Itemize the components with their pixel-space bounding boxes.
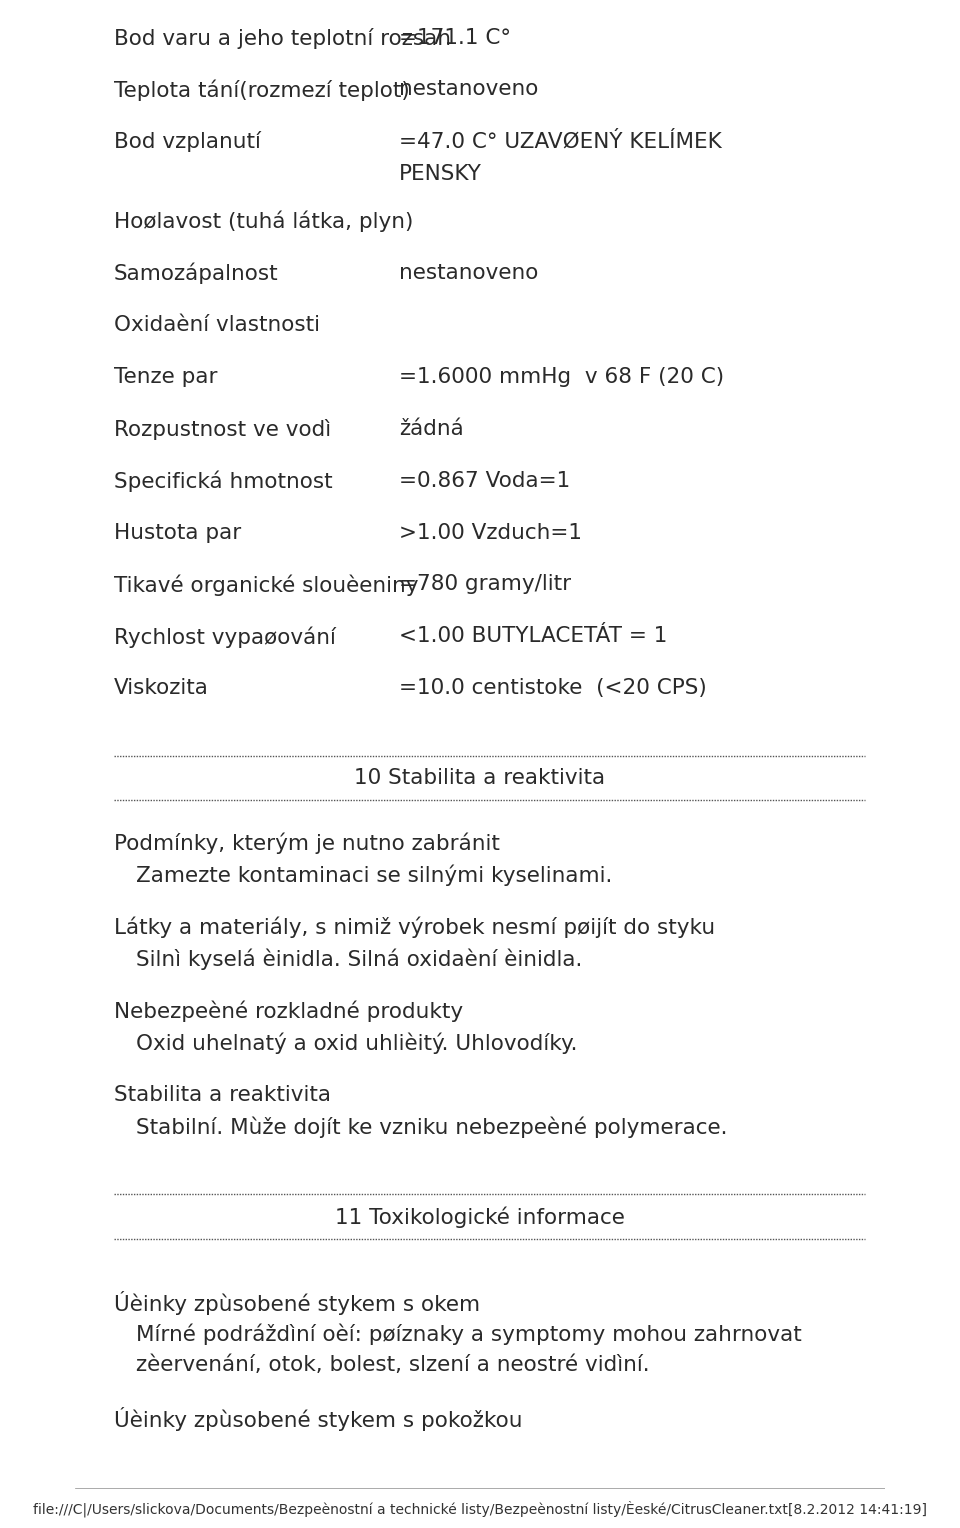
Text: Rychlost vypaøování: Rychlost vypaøování <box>114 626 336 648</box>
Text: zèervenání, otok, bolest, slzení a neostré vidìní.: zèervenání, otok, bolest, slzení a neost… <box>135 1355 649 1375</box>
Text: Bod vzplanutí: Bod vzplanutí <box>114 131 261 153</box>
Text: file:///C|/Users/slickova/Documents/Bezpeènostní a technické listy/Bezpeènostní : file:///C|/Users/slickova/Documents/Bezp… <box>33 1500 927 1517</box>
Text: =0.867 Voda=1: =0.867 Voda=1 <box>399 471 570 490</box>
Text: Oxid uhelnatý a oxid uhlièitý. Uhlovodíky.: Oxid uhelnatý a oxid uhlièitý. Uhlovodík… <box>135 1033 577 1054</box>
Text: žádná: žádná <box>399 419 464 439</box>
Text: Specifická hmotnost: Specifická hmotnost <box>114 471 332 492</box>
Text: Teplota tání(rozmezí teplot): Teplota tání(rozmezí teplot) <box>114 79 410 101</box>
Text: Mírné podráždìní oèí: pøíznaky a symptomy mohou zahrnovat: Mírné podráždìní oèí: pøíznaky a symptom… <box>135 1323 802 1345</box>
Text: <1.00 BUTYLACETÁT = 1: <1.00 BUTYLACETÁT = 1 <box>399 626 667 646</box>
Text: Úèinky zpùsobené stykem s pokožkou: Úèinky zpùsobené stykem s pokožkou <box>114 1407 522 1432</box>
Text: >1.00 Vzduch=1: >1.00 Vzduch=1 <box>399 523 582 542</box>
Text: Stabilní. Mùže dojít ke vzniku nebezpeèné polymerace.: Stabilní. Mùže dojít ke vzniku nebezpeèn… <box>135 1117 728 1138</box>
Text: Zamezte kontaminaci se silnými kyselinami.: Zamezte kontaminaci se silnými kyselinam… <box>135 865 612 886</box>
Text: Bod varu a jeho teplotní rozsah: Bod varu a jeho teplotní rozsah <box>114 28 451 49</box>
Text: =47.0 C° UZAVØENÝ KELÍMEK: =47.0 C° UZAVØENÝ KELÍMEK <box>399 131 722 151</box>
Text: Viskozita: Viskozita <box>114 678 208 698</box>
Text: =10.0 centistoke  (<20 CPS): =10.0 centistoke (<20 CPS) <box>399 678 707 698</box>
Text: Silnì kyselá èinidla. Silná oxidaèní èinidla.: Silnì kyselá èinidla. Silná oxidaèní èin… <box>135 949 582 970</box>
Text: Stabilita a reaktivita: Stabilita a reaktivita <box>114 1085 331 1105</box>
Text: =1.6000 mmHg  v 68 F (20 C): =1.6000 mmHg v 68 F (20 C) <box>399 367 724 387</box>
Text: Nebezpeèné rozkladné produkty: Nebezpeèné rozkladné produkty <box>114 1001 463 1022</box>
Text: Samozápalnost: Samozápalnost <box>114 263 278 284</box>
Text: Tikavé organické slouèeniny: Tikavé organické slouèeniny <box>114 575 419 596</box>
Text: Oxidaèní vlastnosti: Oxidaèní vlastnosti <box>114 315 320 335</box>
Text: 11 Toxikologické informace: 11 Toxikologické informace <box>335 1207 625 1229</box>
Text: Hustota par: Hustota par <box>114 523 241 542</box>
Text: =780 gramy/litr: =780 gramy/litr <box>399 575 571 594</box>
Text: Látky a materiály, s nimiž výrobek nesmí pøijít do styku: Látky a materiály, s nimiž výrobek nesmí… <box>114 917 715 938</box>
Text: PENSKY: PENSKY <box>399 163 482 183</box>
Text: Podmínky, kterým je nutno zabránit: Podmínky, kterým je nutno zabránit <box>114 833 500 854</box>
Text: Hoølavost (tuhá látka, plyn): Hoølavost (tuhá látka, plyn) <box>114 211 413 232</box>
Text: 10 Stabilita a reaktivita: 10 Stabilita a reaktivita <box>354 769 606 788</box>
Text: =171.1 C°: =171.1 C° <box>399 28 511 47</box>
Text: Rozpustnost ve vodì: Rozpustnost ve vodì <box>114 419 331 440</box>
Text: nestanoveno: nestanoveno <box>399 263 539 283</box>
Text: Tenze par: Tenze par <box>114 367 217 387</box>
Text: Úèinky zpùsobené stykem s okem: Úèinky zpùsobené stykem s okem <box>114 1291 480 1316</box>
Text: nestanoveno: nestanoveno <box>399 79 539 99</box>
